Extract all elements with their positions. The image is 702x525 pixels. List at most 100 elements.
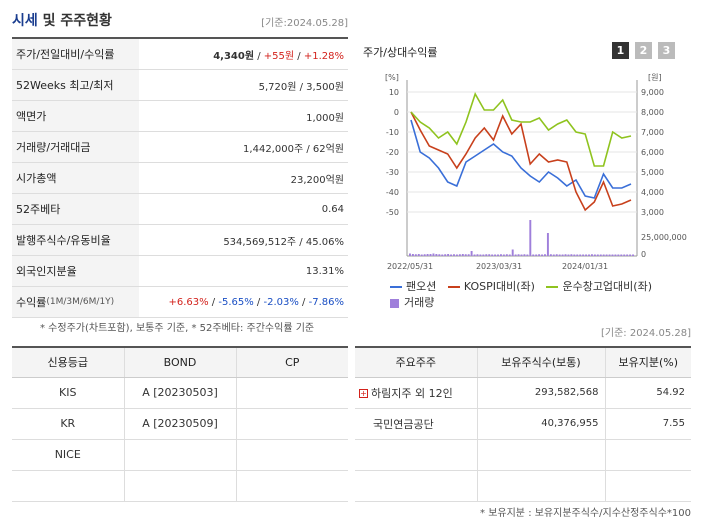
chart-tab-2[interactable]: 2 xyxy=(635,42,652,59)
col-header-shares: 보유주식수(보통) xyxy=(477,347,606,378)
agency-cell: KIS xyxy=(12,377,125,409)
left-tick-label: -50 xyxy=(386,208,399,217)
shares-cell xyxy=(477,470,606,502)
table-header-row: 주요주주 보유주식수(보통) 보유지분(%) xyxy=(355,347,691,378)
volume-bar xyxy=(441,254,444,256)
legend-line-icon xyxy=(546,286,559,288)
return-3m: -5.65% xyxy=(218,296,254,308)
table-row: 국민연금공단 40,376,955 7.55 xyxy=(355,408,691,440)
volume-bar xyxy=(573,254,576,256)
chart-tab-1[interactable]: 1 xyxy=(612,42,629,59)
volume-bar xyxy=(626,254,629,256)
volume-bar xyxy=(476,254,479,256)
left-tick-label: -40 xyxy=(386,188,399,197)
volume-bar xyxy=(579,254,582,256)
volume-bar xyxy=(467,254,470,256)
volume-bar xyxy=(411,254,414,256)
volume-bar xyxy=(491,254,494,256)
series-line-0 xyxy=(410,119,632,199)
volume-bar xyxy=(561,254,564,256)
volume-bar xyxy=(417,254,420,256)
legend-item-kospi: KOSPI대비(좌) xyxy=(447,279,535,295)
holders-note: * 보유지분 : 보유지분주식수/지수산정주식수*100 xyxy=(480,508,691,519)
cp-cell xyxy=(236,439,348,471)
bond-cell: A [20230503] xyxy=(124,377,237,409)
holder-name-cell xyxy=(355,470,478,502)
right-tick-label: 5,000 xyxy=(641,168,664,177)
volume-bar xyxy=(585,254,588,256)
left-tick-label: -30 xyxy=(386,168,399,177)
volume-bar xyxy=(602,254,605,256)
x-tick-label: 2024/01/31 xyxy=(562,262,608,271)
quote-value: +6.63% / -5.65% / -2.03% / -7.86% xyxy=(168,296,344,308)
table-header-row: 신용등급 BOND CP xyxy=(12,347,348,378)
shares-cell xyxy=(477,439,606,471)
chart-tab-3[interactable]: 3 xyxy=(658,42,675,59)
x-tick-label: 2022/05/31 xyxy=(387,262,433,271)
quote-row-price: 주가/전일대비/수익률 4,340원 / +55원 / +1.28% xyxy=(12,39,348,70)
volume-bar xyxy=(482,254,485,256)
bond-cell xyxy=(124,470,237,502)
volume-bar xyxy=(614,254,617,256)
col-header-percent: 보유지분(%) xyxy=(605,347,691,378)
percent-cell xyxy=(605,439,691,471)
quote-row-par-value: 액면가 1,000원 xyxy=(12,101,348,132)
volume-bar xyxy=(544,254,546,256)
series-line-2 xyxy=(410,92,632,167)
percent-cell: 7.55 xyxy=(605,408,691,440)
volume-bar xyxy=(497,254,499,256)
legend-item-transport: 운수창고업대비(좌) xyxy=(546,279,652,295)
quote-row-shares: 발행주식수/유동비율 534,569,512주 / 45.06% xyxy=(12,225,348,256)
table-row: KIS A [20230503] xyxy=(12,377,348,409)
volume-bar xyxy=(438,254,441,256)
volume-bar xyxy=(470,251,473,256)
volume-bar xyxy=(414,254,417,256)
price-change: +55원 xyxy=(263,50,295,62)
percent-cell xyxy=(605,470,691,502)
table-row: NICE xyxy=(12,439,348,471)
quote-row-volume: 거래량/거래대금 1,442,000주 / 62억원 xyxy=(12,132,348,163)
volume-bar xyxy=(455,254,458,256)
major-shareholders-table: 주요주주 보유주식수(보통) 보유지분(%) + 하림지주 외 12인 293,5… xyxy=(355,346,691,502)
quote-label: 수익률 (1M/3M/6M/1Y) xyxy=(12,287,139,317)
quote-value: 4,340원 / +55원 / +1.28% xyxy=(213,50,344,62)
chart-tabs: 1 2 3 xyxy=(612,42,675,59)
expand-plus-icon[interactable]: + xyxy=(359,389,368,398)
volume-bar xyxy=(420,254,423,256)
volume-bar xyxy=(535,254,538,256)
volume-bar xyxy=(541,254,544,256)
volume-bar xyxy=(549,254,552,256)
chart-title: 주가/상대수익률 xyxy=(363,46,438,59)
volume-bar xyxy=(409,253,411,256)
volume-bar xyxy=(432,253,435,256)
volume-tick-label: 25,000,000 xyxy=(641,233,687,242)
quote-note: * 수정주가(차트포함), 보통주 기준, * 52주베타: 주간수익률 기준 xyxy=(40,323,315,334)
volume-bar xyxy=(620,254,623,256)
volume-bar xyxy=(546,233,549,256)
bond-cell xyxy=(124,439,237,471)
table-row xyxy=(355,439,691,471)
col-header-holder: 주요주주 xyxy=(355,347,478,378)
volume-bar xyxy=(558,254,561,256)
volume-bar xyxy=(488,254,491,256)
volume-bar xyxy=(505,254,508,256)
volume-bar xyxy=(485,254,488,256)
quote-label: 외국인지분율 xyxy=(12,256,139,286)
bond-cell: A [20230509] xyxy=(124,408,237,440)
legend-box-icon xyxy=(390,298,399,308)
volume-bar xyxy=(508,254,511,256)
agency-cell: NICE xyxy=(12,439,125,471)
right-axis-unit: [원] xyxy=(648,73,662,82)
quote-value: 5,720원 / 3,500원 xyxy=(258,81,344,93)
agency-cell: KR xyxy=(12,408,125,440)
return-1y: -7.86% xyxy=(308,296,344,308)
volume-bar xyxy=(473,254,476,256)
quote-row-market-cap: 시가총액 23,200억원 xyxy=(12,163,348,194)
table-row xyxy=(12,470,348,502)
volume-bar xyxy=(444,254,447,256)
volume-bar xyxy=(564,254,567,256)
left-axis-unit: [%] xyxy=(385,73,399,82)
volume-bar xyxy=(529,220,532,256)
quote-value: 0.64 xyxy=(321,203,344,215)
volume-bar xyxy=(538,254,541,256)
